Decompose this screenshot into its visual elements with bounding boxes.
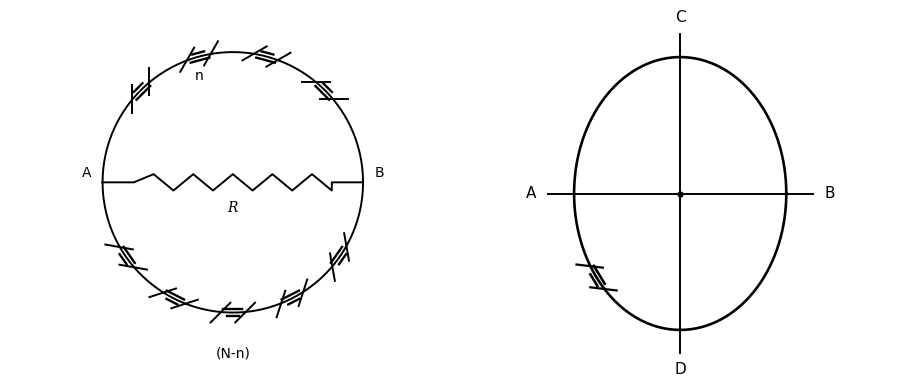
- Text: B: B: [374, 166, 383, 180]
- Text: (N-n): (N-n): [215, 346, 250, 360]
- Text: A: A: [526, 186, 536, 201]
- Text: A: A: [82, 166, 91, 180]
- Text: n: n: [195, 68, 204, 82]
- Text: R: R: [227, 201, 238, 215]
- Text: B: B: [824, 186, 834, 201]
- Text: D: D: [675, 362, 686, 377]
- Text: C: C: [675, 10, 686, 25]
